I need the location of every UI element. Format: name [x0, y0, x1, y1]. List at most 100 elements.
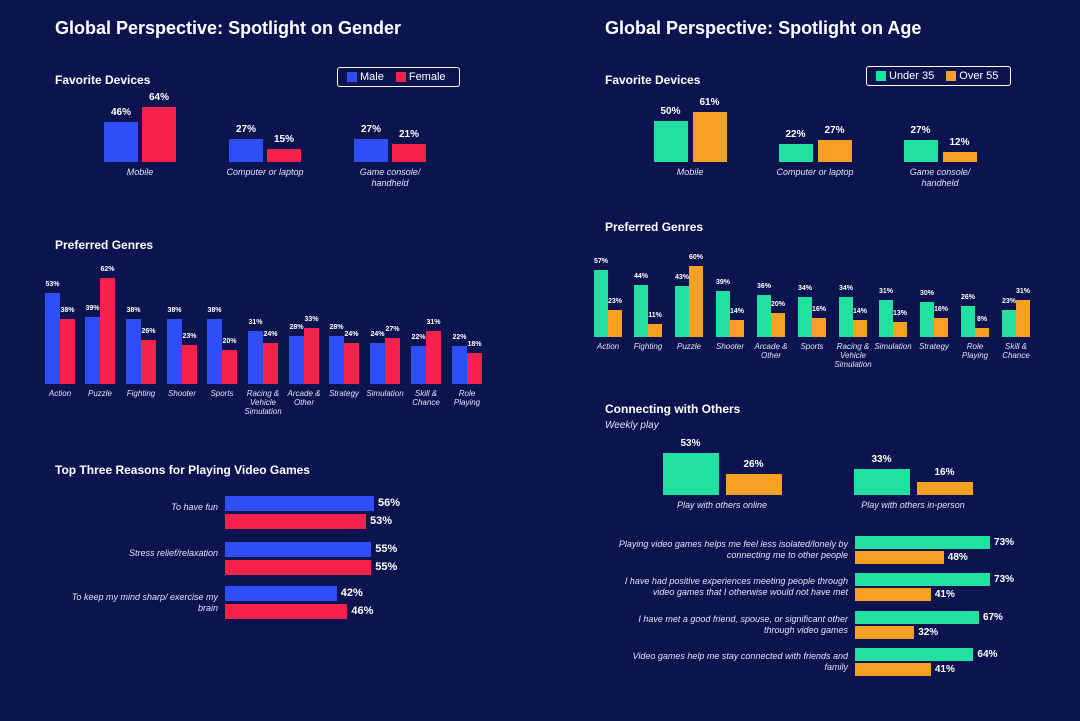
- bar: [916, 482, 973, 495]
- bar: [225, 514, 366, 529]
- bar: [167, 319, 182, 384]
- bar: [392, 143, 426, 162]
- value-label: 11%: [648, 312, 662, 320]
- chart-title: Preferred Genres: [605, 220, 704, 234]
- value-label: 46%: [110, 107, 131, 119]
- value-label: 39%: [85, 305, 100, 313]
- category-label: Role Playing: [453, 389, 481, 407]
- bar: [689, 266, 703, 337]
- bar: [222, 349, 237, 384]
- value-label: 23%: [607, 297, 622, 305]
- bar: [452, 346, 467, 384]
- value-label: 64%: [977, 649, 998, 660]
- bar: [812, 318, 826, 337]
- value-label: 48%: [947, 552, 968, 563]
- bar: [207, 319, 222, 384]
- category-label: Stress relief/relaxation: [128, 548, 218, 558]
- bar: [730, 320, 744, 337]
- value-label: 43%: [674, 274, 689, 282]
- chart-title: Top Three Reasons for Playing Video Game…: [55, 463, 310, 477]
- value-label: 26%: [743, 459, 764, 471]
- category-label: Shooter: [167, 389, 197, 398]
- value-label: 53%: [680, 438, 701, 450]
- bar: [934, 318, 948, 337]
- value-label: 67%: [982, 612, 1003, 623]
- bar: [961, 306, 975, 337]
- value-label: 22%: [452, 334, 467, 342]
- value-label: 42%: [340, 587, 363, 599]
- bar: [248, 330, 263, 384]
- value-label: 27%: [910, 124, 931, 136]
- legend-swatch: [347, 72, 357, 82]
- bar: [903, 139, 938, 162]
- chart-title: Favorite Devices: [55, 73, 151, 87]
- category-label: Simulation: [366, 389, 404, 398]
- category-label: Racing & Vehicle Simulation: [834, 342, 872, 369]
- panel-heading: Global Perspective: Spotlight on Gender: [55, 18, 402, 38]
- bar: [229, 138, 263, 162]
- value-label: 16%: [933, 306, 948, 314]
- bar: [329, 336, 344, 384]
- bar: [467, 353, 482, 384]
- category-label: Fighting: [633, 342, 663, 351]
- value-label: 36%: [756, 282, 771, 290]
- category-label: Computer or laptop: [776, 167, 854, 177]
- bar: [100, 277, 115, 384]
- value-label: 24%: [370, 330, 385, 338]
- value-label: 30%: [919, 289, 934, 297]
- category-label: Sports: [800, 342, 824, 351]
- bar: [855, 648, 974, 661]
- value-label: 23%: [182, 332, 197, 340]
- category-label: Fighting: [126, 389, 156, 398]
- bar: [182, 344, 197, 384]
- bar: [778, 143, 813, 162]
- value-label: 33%: [871, 453, 892, 465]
- bar: [855, 551, 944, 564]
- category-label: To keep my mind sharp/ exercise my brain: [71, 592, 218, 613]
- category-label: I have had positive experiences meeting …: [624, 576, 848, 597]
- value-label: 33%: [304, 315, 319, 323]
- value-label: 27%: [824, 124, 845, 136]
- legend-label: Male: [360, 71, 384, 83]
- value-label: 31%: [878, 288, 893, 296]
- bar: [263, 342, 278, 384]
- bar: [267, 149, 301, 162]
- value-label: 24%: [344, 330, 359, 338]
- value-label: 31%: [1015, 288, 1030, 296]
- bar: [354, 138, 388, 162]
- value-label: 20%: [770, 301, 785, 309]
- legend-label: Over 55: [959, 70, 999, 82]
- bar: [370, 342, 385, 384]
- bar: [60, 319, 75, 384]
- value-label: 55%: [375, 543, 398, 555]
- category-label: Racing & Vehicle Simulation: [244, 389, 282, 416]
- bar: [126, 319, 141, 384]
- bar: [225, 542, 372, 557]
- category-label: Video games help me stay connected with …: [632, 651, 848, 672]
- bar: [385, 337, 400, 384]
- category-label: Arcade & Other: [287, 389, 321, 407]
- bar: [225, 496, 374, 511]
- category-label: Computer or laptop: [226, 167, 304, 177]
- bar: [675, 286, 689, 337]
- value-label: 62%: [100, 265, 115, 273]
- value-label: 14%: [729, 308, 744, 316]
- value-label: 18%: [467, 341, 482, 349]
- bar: [855, 588, 931, 601]
- bar: [855, 573, 991, 586]
- bar: [634, 285, 648, 337]
- value-label: 53%: [369, 515, 392, 527]
- value-label: 8%: [976, 315, 988, 323]
- value-label: 24%: [263, 330, 278, 338]
- category-label: Role Playing: [961, 342, 989, 360]
- bar: [798, 296, 812, 337]
- value-label: 55%: [375, 561, 398, 573]
- chart-title: Connecting with Others: [605, 402, 741, 416]
- value-label: 22%: [411, 334, 426, 342]
- bar: [855, 536, 991, 549]
- legend-swatch: [946, 71, 957, 81]
- bar: [853, 468, 910, 495]
- value-label: 57%: [593, 257, 608, 265]
- value-label: 41%: [934, 589, 955, 600]
